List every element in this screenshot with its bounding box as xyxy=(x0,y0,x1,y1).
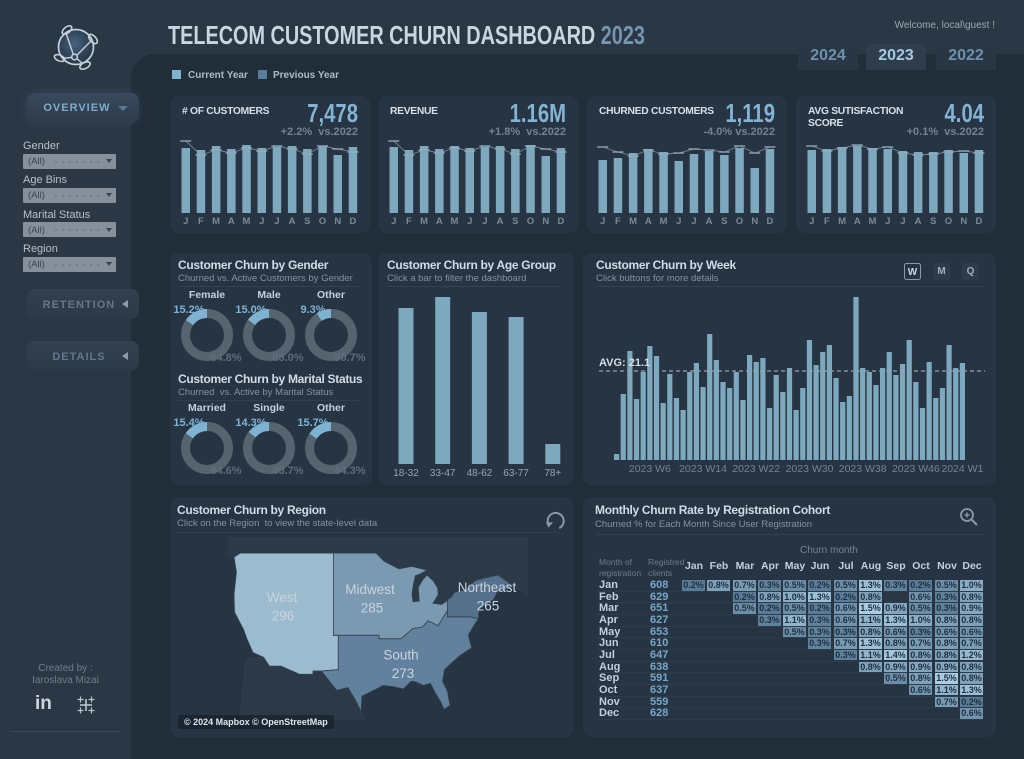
svg-text:J: J xyxy=(183,216,188,227)
svg-text:285: 285 xyxy=(361,600,384,615)
svg-text:48-62: 48-62 xyxy=(467,468,493,479)
svg-text:J: J xyxy=(259,216,264,227)
svg-text:A: A xyxy=(497,216,504,227)
svg-text:2023 W6: 2023 W6 xyxy=(629,463,671,475)
svg-text:A: A xyxy=(854,216,861,227)
svg-text:D: D xyxy=(766,216,773,227)
svg-text:J: J xyxy=(885,216,890,227)
svg-text:S: S xyxy=(304,216,310,227)
svg-text:South: South xyxy=(383,647,418,662)
svg-text:N: N xyxy=(542,216,549,227)
svg-text:265: 265 xyxy=(477,598,500,613)
svg-text:2023 W22: 2023 W22 xyxy=(732,463,780,475)
svg-text:West: West xyxy=(267,590,298,605)
svg-text:A: A xyxy=(645,216,652,227)
svg-text:2023 W38: 2023 W38 xyxy=(839,463,887,475)
svg-text:S: S xyxy=(512,216,518,227)
svg-text:J: J xyxy=(467,216,472,227)
svg-text:D: D xyxy=(975,216,982,227)
svg-text:J: J xyxy=(676,216,681,227)
svg-text:M: M xyxy=(212,216,220,227)
svg-text:F: F xyxy=(406,216,412,227)
svg-text:J: J xyxy=(391,216,396,227)
svg-text:O: O xyxy=(945,216,952,227)
svg-text:N: N xyxy=(960,216,967,227)
svg-text:S: S xyxy=(721,216,727,227)
svg-text:A: A xyxy=(706,216,713,227)
svg-text:M: M xyxy=(451,216,459,227)
svg-text:N: N xyxy=(334,216,341,227)
svg-text:O: O xyxy=(527,216,534,227)
svg-text:M: M xyxy=(838,216,846,227)
svg-text:J: J xyxy=(482,216,487,227)
svg-text:J: J xyxy=(900,216,905,227)
svg-text:F: F xyxy=(615,216,621,227)
svg-text:J: J xyxy=(274,216,279,227)
svg-text:D: D xyxy=(557,216,564,227)
svg-text:F: F xyxy=(824,216,830,227)
svg-text:F: F xyxy=(198,216,204,227)
svg-text:296: 296 xyxy=(272,608,295,623)
svg-text:J: J xyxy=(691,216,696,227)
svg-text:J: J xyxy=(809,216,814,227)
svg-text:S: S xyxy=(930,216,936,227)
svg-text:M: M xyxy=(660,216,668,227)
svg-text:18-32: 18-32 xyxy=(393,468,419,479)
svg-text:Northeast: Northeast xyxy=(458,580,517,595)
svg-text:M: M xyxy=(629,216,637,227)
svg-text:A: A xyxy=(289,216,296,227)
svg-text:33-47: 33-47 xyxy=(430,468,456,479)
svg-text:273: 273 xyxy=(392,666,415,681)
svg-text:M: M xyxy=(869,216,877,227)
svg-text:A: A xyxy=(915,216,922,227)
svg-text:2023 W46: 2023 W46 xyxy=(892,463,940,475)
svg-text:O: O xyxy=(319,216,326,227)
svg-text:2023 W14: 2023 W14 xyxy=(679,463,727,475)
svg-text:78+: 78+ xyxy=(544,468,561,479)
svg-text:N: N xyxy=(751,216,758,227)
svg-text:2024 W1: 2024 W1 xyxy=(941,463,983,475)
svg-text:J: J xyxy=(600,216,605,227)
svg-text:A: A xyxy=(436,216,443,227)
svg-text:M: M xyxy=(420,216,428,227)
svg-text:D: D xyxy=(349,216,356,227)
svg-text:O: O xyxy=(736,216,743,227)
svg-text:2023 W30: 2023 W30 xyxy=(786,463,834,475)
svg-text:Midwest: Midwest xyxy=(345,582,395,597)
svg-text:63-77: 63-77 xyxy=(503,468,529,479)
svg-text:M: M xyxy=(243,216,251,227)
svg-text:A: A xyxy=(228,216,235,227)
